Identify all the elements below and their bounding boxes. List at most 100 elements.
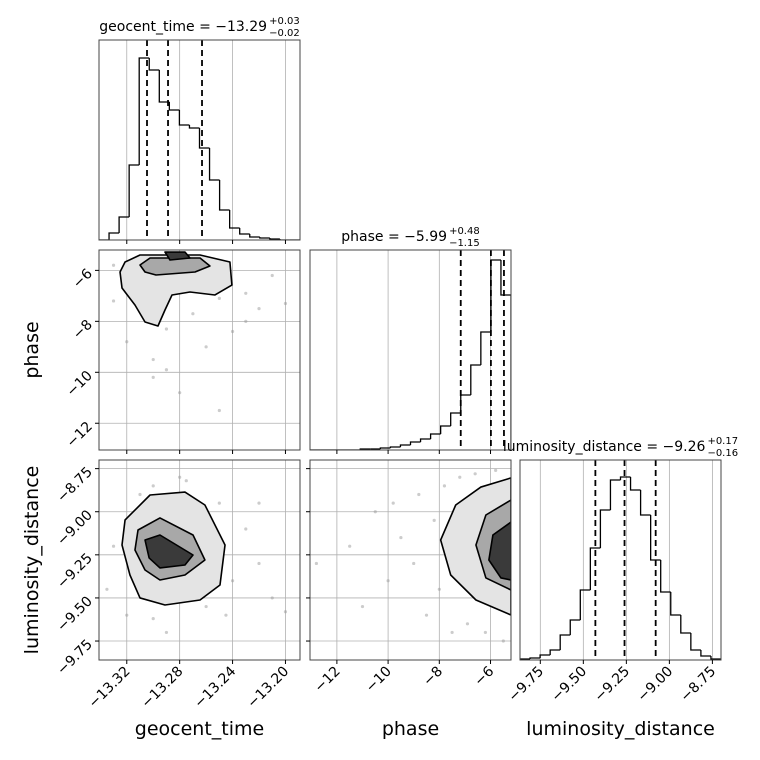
hist-bin: [128, 164, 140, 217]
hist-bin: [279, 239, 290, 240]
panel-frame: [309, 459, 512, 661]
x-tick-label: −13.20: [244, 664, 292, 712]
panel: [310, 460, 511, 660]
sample-point: [283, 610, 288, 614]
hist-bin: [609, 479, 621, 510]
sample-point: [217, 501, 221, 505]
hist-bin: [710, 656, 721, 660]
hist-bin: [480, 331, 491, 365]
x-axis-label: luminosity_distance: [526, 718, 715, 740]
hist-bin: [559, 634, 571, 650]
hist-bin: [239, 228, 250, 235]
sample-point: [270, 273, 274, 278]
y-tick-label: −6: [70, 266, 96, 292]
sample-point: [111, 299, 116, 303]
sample-point: [348, 544, 352, 548]
sample-point: [191, 312, 195, 316]
hist-bin: [690, 633, 701, 651]
sample-point: [399, 535, 403, 540]
title-main: geocent_time = −13.29: [99, 19, 267, 35]
sample-point: [442, 484, 447, 488]
sample-point: [178, 475, 182, 479]
y-tick-label: −9.00: [54, 507, 96, 549]
sample-point: [314, 561, 319, 566]
x-tick-label: −9.50: [549, 664, 591, 706]
hist-bin: [460, 394, 471, 413]
panel-frame: [98, 39, 301, 241]
x-tick-label: −9.00: [635, 664, 677, 706]
panel-frame: [98, 459, 301, 661]
hist-bin: [529, 657, 541, 659]
hist-bin: [419, 438, 431, 442]
hist-bin: [589, 547, 601, 590]
x-tick-label: −8.75: [678, 664, 720, 706]
x-tick-label: −12: [312, 664, 344, 696]
sample-point: [360, 604, 365, 609]
sample-point: [412, 561, 416, 566]
hist-bin: [629, 477, 641, 491]
title-sub: −1.15: [449, 238, 480, 249]
x-tick-label: −9.25: [592, 664, 634, 706]
panel: [520, 460, 721, 660]
sample-point: [224, 613, 228, 617]
sample-point: [458, 475, 462, 479]
hist-bin: [178, 110, 190, 126]
panel: [310, 250, 511, 450]
sample-point: [151, 375, 155, 379]
sample-point: [111, 544, 116, 548]
sample-point: [473, 472, 477, 476]
sample-point: [230, 329, 235, 334]
sample-point: [244, 527, 248, 531]
sample-point: [257, 306, 261, 311]
hist-bin: [440, 425, 451, 434]
hist-bin: [569, 619, 581, 635]
x-tick-label: −6: [471, 663, 497, 689]
sample-point: [178, 391, 182, 395]
hist-bin: [259, 237, 270, 239]
sample-point: [151, 484, 155, 488]
sample-point: [217, 296, 221, 301]
title-sup: +0.03: [269, 16, 300, 27]
hist-bin: [379, 447, 391, 449]
sample-point: [432, 518, 436, 522]
sample-point: [494, 468, 498, 472]
sample-point: [125, 613, 129, 617]
hist-bin: [549, 649, 561, 655]
hist-bin: [218, 180, 230, 211]
hist-bin: [148, 58, 160, 71]
contour: [488, 521, 511, 581]
panel: [99, 40, 300, 240]
hist-bin: [680, 615, 691, 634]
sample-point: [244, 319, 248, 323]
y-tick-label: −9.75: [54, 637, 96, 679]
x-tick-label: −13.28: [139, 664, 187, 712]
sample-point: [391, 501, 395, 505]
y-tick-label: −9.50: [54, 593, 96, 635]
title-sub: −0.16: [707, 448, 738, 459]
title-sup: +0.48: [449, 226, 480, 237]
sample-point: [386, 579, 390, 583]
sample-point: [373, 510, 377, 514]
hist-bin: [490, 259, 501, 332]
title-main: phase = −5.99: [341, 229, 447, 245]
hist-bin: [639, 490, 651, 516]
hist-bin: [108, 232, 120, 240]
contour: [139, 257, 211, 276]
hist-bin: [208, 148, 220, 181]
hist-bin: [158, 70, 170, 103]
x-tick-label: −13.24: [191, 663, 239, 711]
sample-point: [164, 368, 169, 372]
hist-bin: [168, 102, 180, 111]
panel: [99, 250, 300, 450]
sample-point: [138, 492, 142, 497]
hist-bin: [660, 560, 671, 593]
hist-bin: [198, 128, 210, 149]
sample-point: [417, 492, 421, 497]
hist-bin: [229, 210, 240, 229]
hist-bin: [138, 57, 150, 165]
hist-bin: [700, 650, 711, 657]
hist-bin: [389, 446, 401, 448]
sample-point: [270, 596, 274, 600]
hist-bin: [470, 364, 481, 395]
